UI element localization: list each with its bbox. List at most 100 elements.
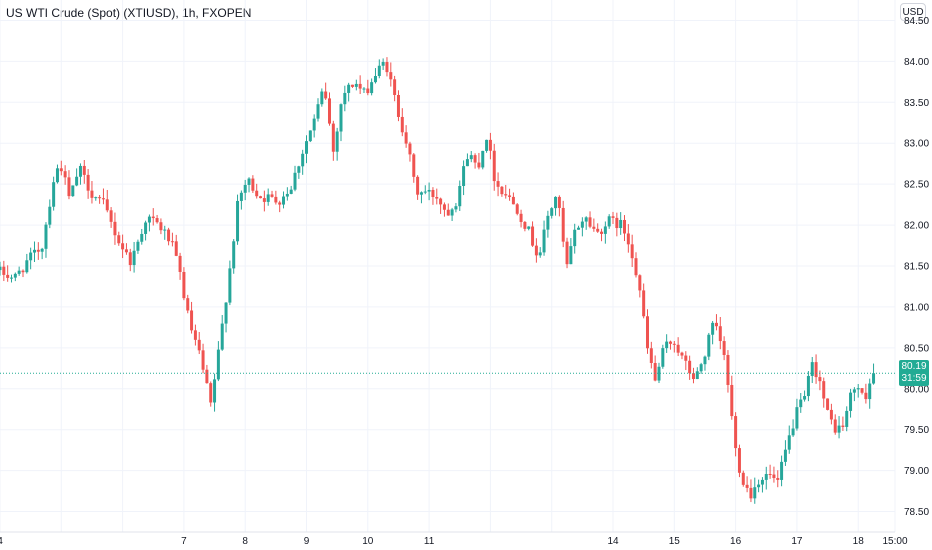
- candle: [485, 139, 489, 153]
- candle: [488, 132, 492, 160]
- candle-body: [780, 461, 784, 480]
- candle: [611, 211, 615, 225]
- candle-body: [67, 177, 71, 197]
- candle: [71, 185, 75, 197]
- candle: [829, 403, 833, 425]
- candle: [224, 302, 228, 333]
- candle: [818, 370, 822, 391]
- candle-body: [193, 330, 197, 340]
- candle: [427, 182, 431, 201]
- candle: [251, 175, 255, 193]
- candle-body: [419, 192, 423, 195]
- candle-body: [803, 396, 807, 400]
- candle: [201, 343, 205, 374]
- candle-body: [377, 65, 381, 76]
- candle: [523, 220, 527, 232]
- candle-body: [285, 193, 289, 197]
- candle: [703, 355, 707, 371]
- candle-body: [170, 241, 174, 243]
- candle-body: [82, 165, 86, 175]
- currency-button[interactable]: USD: [900, 3, 926, 21]
- x-tick-label: 15:00: [882, 536, 907, 547]
- candle: [373, 68, 377, 84]
- candle-body: [580, 221, 584, 228]
- candle-body: [404, 132, 408, 144]
- candle: [117, 231, 121, 246]
- candle-body: [40, 248, 44, 252]
- candle-body: [577, 227, 581, 230]
- candle: [305, 135, 309, 164]
- candle: [561, 200, 565, 248]
- candle-body: [324, 91, 328, 99]
- candle: [772, 466, 776, 483]
- candle: [312, 114, 316, 138]
- candle: [78, 163, 82, 185]
- candle: [856, 384, 860, 398]
- candle: [722, 336, 726, 361]
- candle: [492, 143, 496, 191]
- y-axis[interactable]: 78.50 79.00 79.50 80.00 80.50 81.00 81.50 82.00…: [904, 16, 929, 518]
- candle-body: [251, 178, 255, 191]
- candle-body: [469, 155, 473, 160]
- candle-body: [17, 270, 21, 274]
- candle-body: [21, 270, 25, 273]
- candle: [538, 247, 542, 258]
- candle: [232, 239, 236, 274]
- candle-body: [113, 221, 117, 236]
- candle-body: [638, 275, 642, 291]
- candle-body: [216, 349, 220, 380]
- current-price-value: 80.19: [901, 361, 927, 372]
- candle: [519, 209, 523, 228]
- candle: [718, 317, 722, 350]
- candle-body: [396, 94, 400, 117]
- candle: [301, 149, 305, 175]
- candle: [707, 332, 711, 361]
- candle-body: [98, 197, 102, 199]
- candle: [335, 127, 339, 161]
- candle: [186, 294, 190, 314]
- candle-body: [182, 271, 186, 299]
- candle: [573, 223, 577, 254]
- candle-body: [9, 277, 13, 279]
- candle-body: [481, 150, 485, 168]
- x-axis[interactable]: 4 7 8 9 10 11 14 15 16 17 18 15:00: [0, 536, 908, 547]
- candle: [236, 194, 240, 245]
- candle: [339, 103, 343, 142]
- candle: [787, 425, 791, 454]
- candle-body: [657, 366, 661, 381]
- candle: [868, 378, 872, 409]
- candle: [308, 130, 312, 143]
- candle: [688, 355, 692, 380]
- candle-body: [274, 196, 278, 203]
- candle-body: [155, 218, 159, 223]
- candle: [6, 265, 10, 282]
- candle: [852, 387, 856, 402]
- candle-body: [837, 425, 841, 433]
- candle: [711, 320, 715, 345]
- candle-body: [760, 479, 764, 485]
- candle-body: [308, 130, 312, 142]
- candle: [630, 234, 634, 268]
- candle-body: [121, 243, 125, 250]
- candle: [550, 207, 554, 219]
- candle-body: [538, 252, 542, 256]
- candle-body: [316, 104, 320, 119]
- candle: [676, 337, 680, 357]
- candle-body: [649, 348, 653, 364]
- candle: [167, 227, 171, 246]
- x-tick-label: 17: [791, 536, 803, 547]
- candle: [623, 215, 627, 242]
- candle: [737, 444, 741, 478]
- candle: [262, 190, 266, 212]
- candle-body: [213, 379, 217, 403]
- candle: [243, 179, 247, 201]
- candle-body: [806, 375, 810, 397]
- candle-body: [136, 241, 140, 251]
- candle: [385, 57, 389, 77]
- candle-body: [163, 229, 167, 231]
- candle: [163, 225, 167, 240]
- candle: [822, 377, 826, 408]
- candle-body: [301, 153, 305, 167]
- chart-title: US WTI Crude (Spot) (XTIUSD), 1h, FXOPEN: [6, 6, 252, 20]
